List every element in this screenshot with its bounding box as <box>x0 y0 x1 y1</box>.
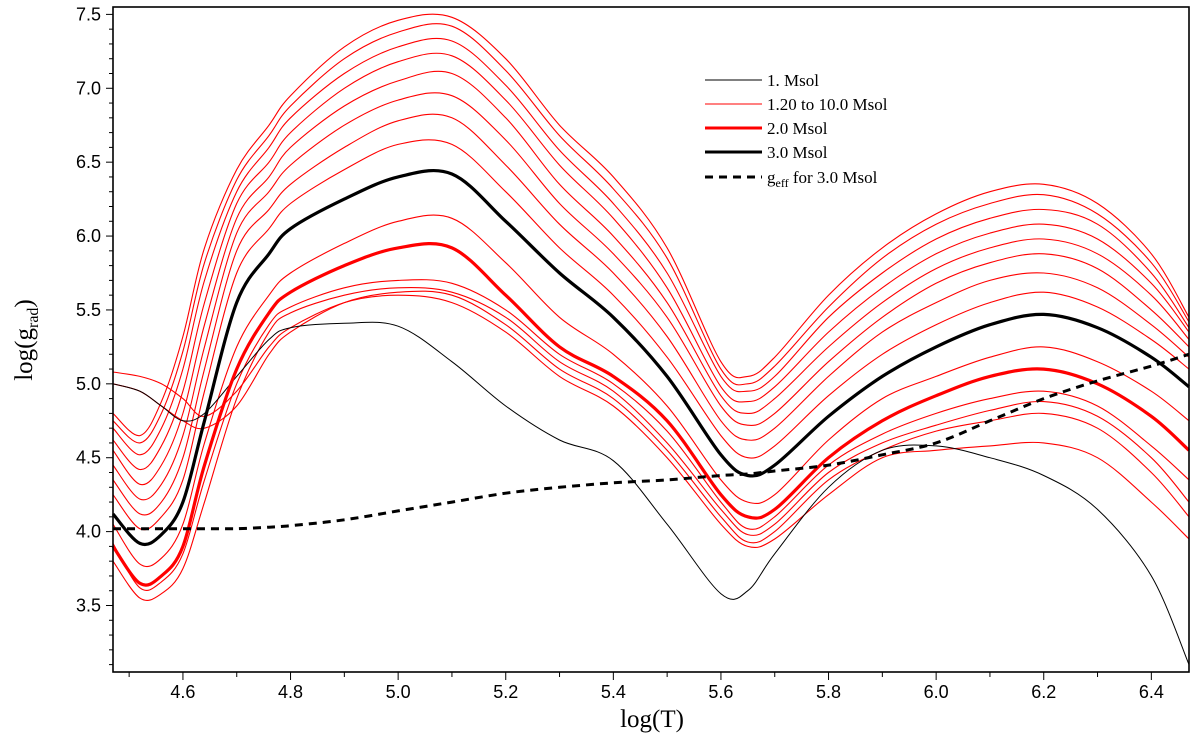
series-line-16-dashed-black <box>112 352 1190 531</box>
x-tick-label: 5.8 <box>816 682 841 702</box>
y-axis-title: log(grad) <box>11 299 42 381</box>
x-tick-label: 4.6 <box>170 682 195 702</box>
y-axis-title-sub: rad <box>25 308 42 328</box>
x-tick-label: 5.2 <box>493 682 518 702</box>
legend-label-3msol: 3.0 Msol <box>767 143 828 162</box>
series-line-5-thick-red <box>111 242 1191 587</box>
series-line-0-thin-black <box>112 321 1190 665</box>
y-tick-label: 6.0 <box>76 226 101 246</box>
plot-series <box>111 13 1191 665</box>
legend-label-1msol: 1. Msol <box>767 71 819 90</box>
y-tick-label: 5.5 <box>76 300 101 320</box>
series-line-13-thin-red <box>112 37 1190 456</box>
legend-label-2msol: 2.0 Msol <box>767 119 828 138</box>
x-tick-label: 6.2 <box>1031 682 1056 702</box>
y-axis-title-end: ) <box>11 299 38 307</box>
series-line-3-thin-red <box>112 287 1190 601</box>
series-line-11-thin-red <box>112 70 1190 486</box>
x-tick-label: 6.0 <box>924 682 949 702</box>
legend-geff-main: g <box>767 168 776 187</box>
plot-frame <box>112 6 1190 673</box>
series-line-10-thin-red <box>112 92 1190 501</box>
series-line-15-thin-red <box>112 13 1190 437</box>
x-axis: 4.6 4.8 5.0 5.2 5.4 5.6 5.8 6.0 6.2 6.4 <box>128 672 1164 702</box>
series-line-14-thin-red <box>112 23 1190 444</box>
legend-geff-rest: for 3.0 Msol <box>789 168 878 187</box>
x-tick-label: 6.4 <box>1139 682 1164 702</box>
legend-label-range: 1.20 to 10.0 Msol <box>767 95 888 114</box>
series-line-7-thick-black <box>111 168 1190 547</box>
y-tick-label: 5.0 <box>76 374 101 394</box>
y-tick-label: 4.5 <box>76 448 101 468</box>
y-axis-title-main: log(g <box>11 328 38 381</box>
y-tick-label: 7.5 <box>76 4 101 24</box>
series-line-1-thin-red <box>112 294 1190 549</box>
legend-label-geff: geff for 3.0 Msol <box>767 168 878 190</box>
x-tick-label: 5.0 <box>386 682 411 702</box>
x-tick-label: 5.4 <box>601 682 626 702</box>
series-line-4-thin-red <box>112 279 1190 591</box>
series-line-9-thin-red <box>112 113 1190 516</box>
x-axis-title: log(T) <box>620 706 684 733</box>
y-tick-label: 7.0 <box>76 78 101 98</box>
series-line-8-thin-red <box>112 139 1190 531</box>
legend: 1. Msol 1.20 to 10.0 Msol 2.0 Msol 3.0 M… <box>705 71 888 190</box>
series-line-12-thin-red <box>112 52 1190 471</box>
x-tick-label: 5.6 <box>708 682 733 702</box>
series-line-6-thin-red <box>112 214 1190 568</box>
y-tick-label: 4.0 <box>76 522 101 542</box>
x-tick-label: 4.8 <box>278 682 303 702</box>
y-tick-label: 3.5 <box>76 596 101 616</box>
y-tick-label: 6.5 <box>76 152 101 172</box>
series-line-2-thin-red <box>112 290 1190 544</box>
y-axis: 3.5 4.0 4.5 5.0 5.5 6.0 6.5 7.0 7.5 <box>76 4 113 666</box>
legend-geff-sub: eff <box>776 176 789 190</box>
